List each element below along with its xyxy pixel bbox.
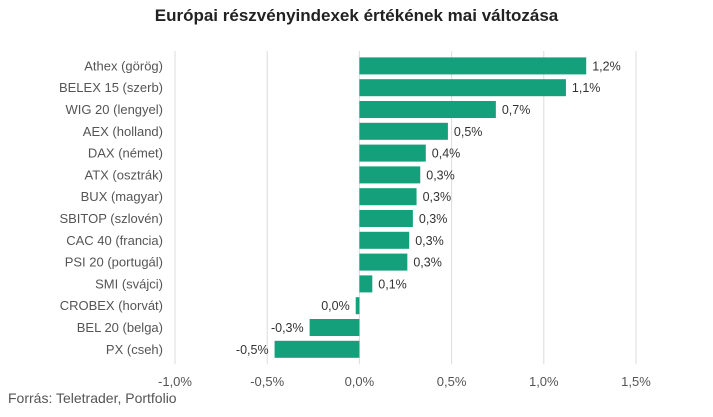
bar xyxy=(359,101,496,118)
bars xyxy=(274,57,587,358)
bar xyxy=(359,188,417,206)
category-label: CROBEX (horvát) xyxy=(60,298,163,313)
category-label: Athex (görög) xyxy=(84,58,163,73)
bar xyxy=(359,79,566,97)
category-label: ATX (osztrák) xyxy=(85,167,164,182)
x-tick-label: 1,5% xyxy=(621,374,651,389)
value-label: 1,2% xyxy=(592,59,621,73)
category-label: DAX (német) xyxy=(88,146,163,161)
x-tick-label: 0,5% xyxy=(437,374,467,389)
category-label: SBITOP (szlovén) xyxy=(59,211,163,226)
grid-lines xyxy=(174,51,637,365)
value-label: 0,4% xyxy=(432,147,461,161)
bar xyxy=(359,275,373,293)
category-labels: Athex (görög) BELEX 15 (szerb) WIG 20 (len… xyxy=(59,58,163,356)
value-label: 0,3% xyxy=(423,190,452,204)
bar xyxy=(355,297,360,315)
category-label: WIG 20 (lengyel) xyxy=(65,102,163,117)
category-label: SMI (svájci) xyxy=(95,276,163,291)
value-label: 0,5% xyxy=(454,125,483,139)
category-label: BELEX 15 (szerb) xyxy=(59,80,163,95)
chart-title: Európai részvényindexek értékének mai vá… xyxy=(154,6,559,25)
bar xyxy=(359,57,587,75)
value-label: 0,3% xyxy=(426,168,455,182)
category-label: BUX (magyar) xyxy=(81,189,163,204)
category-label: AEX (holland) xyxy=(83,124,163,139)
value-labels: 1,2% 1,1% 0,7% 0,5% 0,4% 0,3% 0,3% 0,3% 0,3% 0,3%… xyxy=(236,59,621,356)
value-label: 0,3% xyxy=(419,212,448,226)
x-tick-label: -1,0% xyxy=(158,374,192,389)
bar xyxy=(359,231,410,249)
bar xyxy=(309,319,360,336)
x-tick-label: 1,0% xyxy=(529,374,559,389)
value-label: 0,3% xyxy=(415,234,444,248)
value-label: 1,1% xyxy=(572,81,601,95)
category-label: BEL 20 (belga) xyxy=(77,320,163,335)
category-label: PX (cseh) xyxy=(106,342,163,357)
value-label: 0,7% xyxy=(502,103,530,117)
x-tick-label: 0,0% xyxy=(345,374,375,389)
bar xyxy=(274,340,360,358)
value-label: -0,3% xyxy=(271,321,304,335)
bar xyxy=(359,166,421,184)
bar xyxy=(359,253,408,271)
x-tick-label: -0,5% xyxy=(250,374,284,389)
value-label: -0,5% xyxy=(236,343,269,357)
bar xyxy=(359,144,426,162)
category-label: PSI 20 (portugál) xyxy=(65,255,163,270)
category-label: CAC 40 (francia) xyxy=(66,233,163,248)
value-label: 0,0% xyxy=(321,299,350,313)
source-note: Forrás: Teletrader, Portfolio xyxy=(8,390,177,406)
bar xyxy=(359,122,448,140)
value-label: 0,3% xyxy=(413,256,442,270)
bar xyxy=(359,210,413,227)
value-label: 0,1% xyxy=(378,277,407,291)
x-axis-tick-labels: -1,0% -0,5% 0,0% 0,5% 1,0% 1,5% xyxy=(158,374,651,389)
